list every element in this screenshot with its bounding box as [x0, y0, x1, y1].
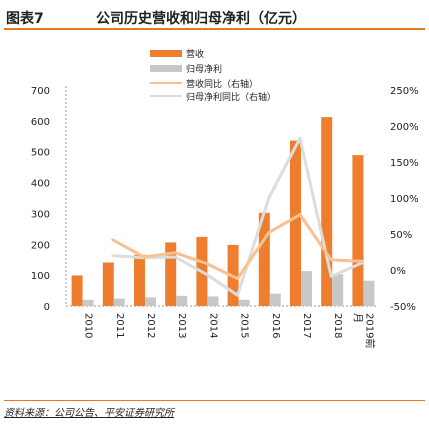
- revenue-bar-3: [165, 242, 177, 306]
- revenue-bar-1: [102, 262, 114, 306]
- left-axis-tick-5: 500: [31, 148, 50, 159]
- x-tick-label-9-1: 月: [351, 313, 363, 323]
- revenue-bar-8: [321, 117, 333, 306]
- net-profit-yoy-line: [111, 136, 364, 297]
- x-tick-label-6: 2016: [270, 313, 281, 338]
- x-tick-label-7: 2017: [301, 313, 312, 338]
- left-axis-tick-1: 100: [31, 271, 50, 282]
- left-axis-tick-4: 400: [31, 179, 50, 190]
- net-profit-bar-6: [269, 293, 281, 306]
- left-axis-tick-0: 0: [44, 302, 50, 313]
- x-tick-label-3: 2013: [176, 313, 187, 338]
- x-tick-label-2: 2012: [145, 313, 156, 338]
- net-profit-bar-4: [207, 296, 219, 306]
- revenue-bar-0: [71, 275, 83, 306]
- net-profit-bar-5: [238, 299, 250, 306]
- legend-swatch-net-profit: [150, 65, 182, 72]
- revenue-bar-9: [352, 155, 364, 306]
- x-tick-label-4: 2014: [207, 313, 218, 338]
- legend-label-revenue: 营收: [186, 48, 204, 60]
- legend-swatch-revenue: [150, 50, 182, 57]
- net-profit-bar-7: [301, 271, 312, 306]
- net-profit-bar-0: [82, 299, 94, 306]
- left-axis-tick-2: 200: [31, 240, 50, 251]
- net-profit-bar-2: [145, 297, 156, 306]
- x-tick-label-8: 2018: [332, 313, 343, 338]
- revenue-yoy-line: [111, 213, 364, 281]
- net-profit-bar-8: [332, 274, 344, 306]
- right-axis-tick-3: 100%: [390, 194, 419, 205]
- legend-label-net-profit: 归母净利: [186, 63, 222, 75]
- revenue-bar-7: [290, 140, 301, 306]
- right-axis-tick-2: 50%: [390, 230, 412, 241]
- source-note: 资料来源：公司公告、平安证券研究所: [4, 408, 174, 419]
- right-axis-tick-1: 0%: [390, 266, 406, 277]
- x-tick-label-9: 2019前: [363, 313, 376, 348]
- figure-title: 公司历史营收和归母净利（亿元）: [96, 11, 306, 27]
- right-axis-tick-6: 250%: [390, 86, 419, 97]
- revenue-bar-2: [134, 254, 145, 306]
- net-profit-bar-3: [176, 295, 188, 306]
- right-axis-tick-0: -50%: [390, 302, 416, 313]
- right-axis-tick-5: 200%: [390, 122, 419, 133]
- net-profit-bar-9: [363, 280, 375, 306]
- x-tick-label-5: 2015: [239, 313, 250, 338]
- right-axis-tick-4: 150%: [390, 158, 419, 169]
- legend-label-net-profit-yoy: 归母净利同比（右轴）: [186, 91, 276, 103]
- left-axis-tick-6: 600: [31, 117, 50, 128]
- figure-number: 图表7: [6, 11, 44, 27]
- legend-label-revenue-yoy: 营收同比（右轴）: [186, 78, 258, 90]
- left-axis-tick-3: 300: [31, 209, 50, 220]
- net-profit-bar-1: [113, 298, 125, 306]
- figure-header: 图表7 公司历史营收和归母净利（亿元）: [4, 6, 425, 30]
- x-tick-label-0: 2010: [83, 313, 94, 338]
- left-axis-tick-7: 700: [31, 86, 50, 97]
- figure-footer: 资料来源：公司公告、平安证券研究所: [4, 400, 425, 419]
- x-tick-label-1: 2011: [114, 313, 125, 338]
- revenue-bar-6: [258, 212, 270, 306]
